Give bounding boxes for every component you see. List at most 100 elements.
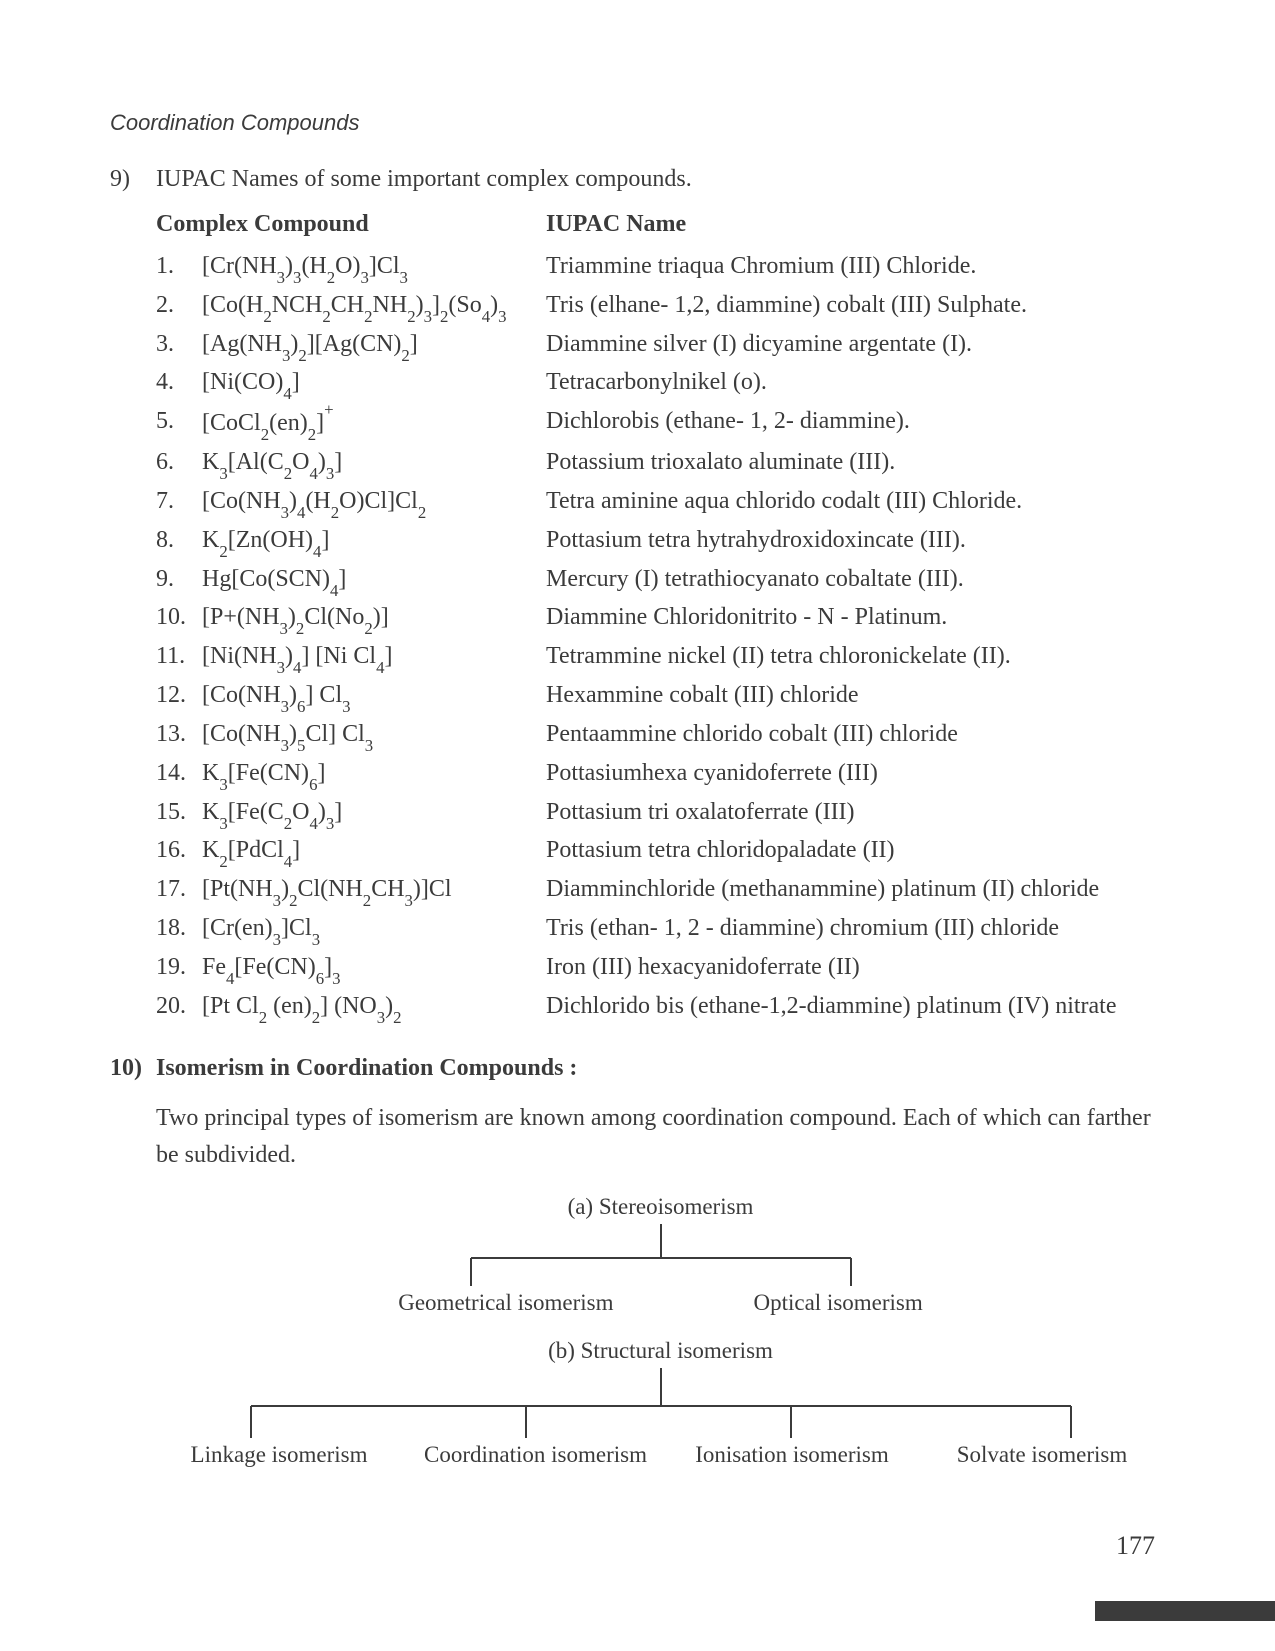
iupac-name: Pottasium tetra chloridopaladate (II): [546, 832, 1165, 871]
iupac-name: Pottasium tri oxalatoferrate (III): [546, 794, 1165, 833]
iupac-name: Diamminchloride (methanammine) platinum …: [546, 871, 1165, 910]
tree-a-root: (a) Stereoisomerism: [568, 1194, 754, 1220]
row-number: 19.: [156, 949, 202, 988]
tree-b-leaf-ionisation: Ionisation isomerism: [687, 1442, 897, 1468]
column-header-iupac: IUPAC Name: [546, 211, 686, 238]
row-number: 11.: [156, 638, 202, 677]
section-9-intro: IUPAC Names of some important complex co…: [156, 166, 692, 193]
table-row: 12.[Co(NH3)6] Cl3Hexammine cobalt (III) …: [156, 677, 1165, 716]
iupac-name: Tetra aminine aqua chlorido codalt (III)…: [546, 483, 1165, 522]
section-10-number: 10): [110, 1055, 156, 1082]
compound-formula: K3[Al(C2O4)3]: [202, 444, 546, 483]
row-number: 14.: [156, 755, 202, 794]
iupac-name: Pottasiumhexa cyanidoferrete (III): [546, 755, 1165, 794]
iupac-name: Pentaammine chlorido cobalt (III) chlori…: [546, 716, 1165, 755]
table-row: 15.K3[Fe(C2O4)3]Pottasium tri oxalatofer…: [156, 794, 1165, 833]
compound-formula: [Co(NH3)6] Cl3: [202, 677, 546, 716]
table-row: 17.[Pt(NH3)2Cl(NH2CH3)]ClDiamminchloride…: [156, 871, 1165, 910]
table-row: 10.[P+(NH3)2Cl(No2)]Diammine Chloridonit…: [156, 599, 1165, 638]
row-number: 13.: [156, 716, 202, 755]
section-9: 9) IUPAC Names of some important complex…: [110, 166, 1165, 1027]
compound-formula: K3[Fe(C2O4)3]: [202, 794, 546, 833]
compound-formula: Fe4[Fe(CN)6]3: [202, 949, 546, 988]
compound-formula: [Ni(NH3)4] [Ni Cl4]: [202, 638, 546, 677]
compound-formula: K2[PdCl4]: [202, 832, 546, 871]
section-10-body: Two principal types of isomerism are kno…: [156, 1100, 1165, 1174]
table-row: 20.[Pt Cl2 (en)2] (NO3)2Dichlorido bis (…: [156, 988, 1165, 1027]
row-number: 8.: [156, 522, 202, 561]
tree-b-connector: [181, 1364, 1141, 1442]
table-row: 18.[Cr(en)3]Cl3Tris (ethan- 1, 2 - diamm…: [156, 910, 1165, 949]
iupac-name: Diammine Chloridonitrito - N - Platinum.: [546, 599, 1165, 638]
row-number: 9.: [156, 561, 202, 600]
tree-b-leaf-linkage: Linkage isomerism: [174, 1442, 384, 1468]
table-row: 19.Fe4[Fe(CN)6]3Iron (III) hexacyanidofe…: [156, 949, 1165, 988]
table-row: 16.K2[PdCl4]Pottasium tetra chloridopala…: [156, 832, 1165, 871]
table-row: 7.[Co(NH3)4(H2O)Cl]Cl2Tetra aminine aqua…: [156, 483, 1165, 522]
section-9-number: 9): [110, 166, 156, 193]
table-row: 6.K3[Al(C2O4)3]Potassium trioxalato alum…: [156, 444, 1165, 483]
row-number: 16.: [156, 832, 202, 871]
table-row: 3.[Ag(NH3)2][Ag(CN)2]Diammine silver (I)…: [156, 326, 1165, 365]
compound-formula: K2[Zn(OH)4]: [202, 522, 546, 561]
iupac-name: Potassium trioxalato aluminate (III).: [546, 444, 1165, 483]
row-number: 1.: [156, 248, 202, 287]
iupac-name: Iron (III) hexacyanidoferrate (II): [546, 949, 1165, 988]
iupac-name: Tetrammine nickel (II) tetra chloronicke…: [546, 638, 1165, 677]
iupac-name: Tris (elhane- 1,2, diammine) cobalt (III…: [546, 287, 1165, 326]
row-number: 17.: [156, 871, 202, 910]
row-number: 7.: [156, 483, 202, 522]
iupac-name: Pottasium tetra hytrahydroxidoxincate (I…: [546, 522, 1165, 561]
row-number: 5.: [156, 403, 202, 444]
page-number: 177: [1116, 1531, 1155, 1561]
compound-table: 1.[Cr(NH3)3(H2O)3]Cl3Triammine triaqua C…: [110, 248, 1165, 1027]
row-number: 15.: [156, 794, 202, 833]
tree-b-root: (b) Structural isomerism: [548, 1338, 773, 1364]
column-header-compound: Complex Compound: [156, 211, 546, 238]
table-row: 4.[Ni(CO)4]Tetracarbonylnikel (o).: [156, 364, 1165, 403]
tree-b-leaf-coordination: Coordination isomerism: [424, 1442, 647, 1468]
compound-formula: [Co(H2NCH2CH2NH2)3]2(So4)3: [202, 287, 546, 326]
tree-a-leaf-optical: Optical isomerism: [753, 1290, 922, 1316]
compound-formula: K3[Fe(CN)6]: [202, 755, 546, 794]
footer-bar: [1095, 1601, 1275, 1621]
compound-formula: [Co(NH3)4(H2O)Cl]Cl2: [202, 483, 546, 522]
compound-formula: Hg[Co(SCN)4]: [202, 561, 546, 600]
row-number: 20.: [156, 988, 202, 1027]
table-row: 14.K3[Fe(CN)6]Pottasiumhexa cyanidoferre…: [156, 755, 1165, 794]
tree-b-leaf-solvate: Solvate isomerism: [937, 1442, 1147, 1468]
table-row: 5.[CoCl2(en)2]+Dichlorobis (ethane- 1, 2…: [156, 403, 1165, 444]
chapter-title: Coordination Compounds: [110, 110, 1165, 136]
iupac-name: Mercury (I) tetrathiocyanato cobaltate (…: [546, 561, 1165, 600]
row-number: 12.: [156, 677, 202, 716]
compound-formula: [Cr(NH3)3(H2O)3]Cl3: [202, 248, 546, 287]
compound-formula: [Pt(NH3)2Cl(NH2CH3)]Cl: [202, 871, 546, 910]
row-number: 10.: [156, 599, 202, 638]
iupac-name: Triammine triaqua Chromium (III) Chlorid…: [546, 248, 1165, 287]
iupac-name: Tris (ethan- 1, 2 - diammine) chromium (…: [546, 910, 1165, 949]
section-10-title: Isomerism in Coordination Compounds :: [156, 1055, 577, 1082]
row-number: 4.: [156, 364, 202, 403]
table-row: 13.[Co(NH3)5Cl] Cl3Pentaammine chlorido …: [156, 716, 1165, 755]
table-row: 11.[Ni(NH3)4] [Ni Cl4]Tetrammine nickel …: [156, 638, 1165, 677]
tree-a-connector: [381, 1220, 941, 1290]
compound-formula: [P+(NH3)2Cl(No2)]: [202, 599, 546, 638]
tree-stereoisomerism: (a) Stereoisomerism Geometrical isomeris…: [156, 1194, 1165, 1316]
row-number: 2.: [156, 287, 202, 326]
compound-formula: [Ag(NH3)2][Ag(CN)2]: [202, 326, 546, 365]
iupac-name: Diammine silver (I) dicyamine argentate …: [546, 326, 1165, 365]
compound-formula: [Co(NH3)5Cl] Cl3: [202, 716, 546, 755]
iupac-name: Tetracarbonylnikel (o).: [546, 364, 1165, 403]
compound-formula: [Ni(CO)4]: [202, 364, 546, 403]
tree-a-leaf-geometrical: Geometrical isomerism: [398, 1290, 613, 1316]
compound-formula: [Cr(en)3]Cl3: [202, 910, 546, 949]
iupac-name: Dichlorobis (ethane- 1, 2- diammine).: [546, 403, 1165, 444]
row-number: 3.: [156, 326, 202, 365]
iupac-name: Dichlorido bis (ethane-1,2-diammine) pla…: [546, 988, 1165, 1027]
iupac-name: Hexammine cobalt (III) chloride: [546, 677, 1165, 716]
tree-structural-isomerism: (b) Structural isomerism Linkage isomeri…: [156, 1338, 1165, 1468]
row-number: 6.: [156, 444, 202, 483]
compound-formula: [CoCl2(en)2]+: [202, 403, 546, 444]
table-row: 9.Hg[Co(SCN)4]Mercury (I) tetrathiocyana…: [156, 561, 1165, 600]
table-row: 8.K2[Zn(OH)4]Pottasium tetra hytrahydrox…: [156, 522, 1165, 561]
